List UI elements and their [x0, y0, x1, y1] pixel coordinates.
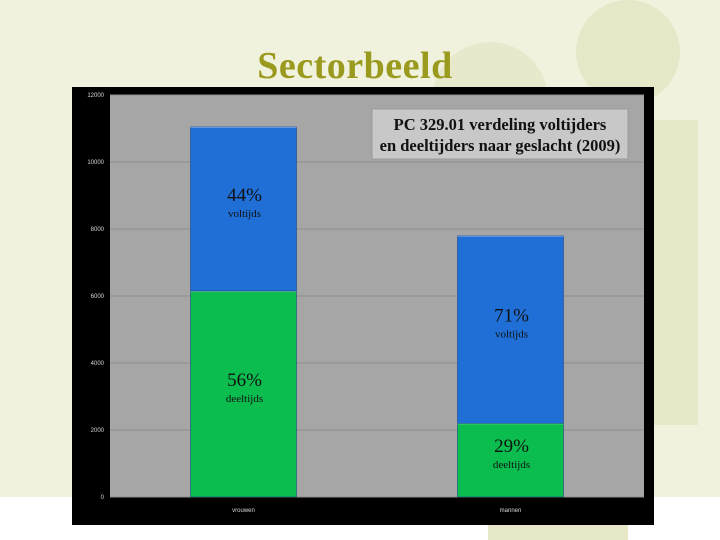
decor-circle-top — [576, 0, 680, 104]
data-label-series: voltijds — [495, 329, 528, 341]
slide-title: Sectorbeeld — [257, 45, 453, 87]
chart-title-box — [371, 108, 629, 160]
bar-segment — [457, 423, 564, 498]
bar-segment — [190, 126, 297, 292]
data-label-series: deeltijds — [226, 393, 263, 405]
data-label-series: deeltijds — [493, 459, 530, 471]
y-tick-label: 6000 — [91, 294, 105, 300]
data-label-percent: 71% — [494, 306, 529, 327]
chart-title-line: en deeltijders naar geslacht (2009) — [380, 136, 621, 155]
y-tick-label: 10000 — [87, 160, 104, 166]
bar-segment — [457, 235, 564, 424]
y-tick-label: 2000 — [91, 428, 105, 434]
chart-title-line: PC 329.01 verdeling voltijders — [394, 115, 607, 134]
y-tick-label: 4000 — [91, 361, 105, 367]
data-label-percent: 44% — [227, 185, 262, 206]
y-tick-label: 0 — [101, 495, 105, 501]
stacked-bar-chart: 0 2000 4000 6000 8000 10000 12000 56% deeltijds 4… — [87, 93, 644, 514]
data-label-percent: 56% — [227, 370, 262, 391]
data-label-series: voltijds — [228, 208, 261, 220]
y-tick-label: 12000 — [87, 93, 104, 99]
bar-segment — [190, 290, 297, 498]
x-tick-label: mannen — [500, 508, 522, 514]
data-label-percent: 29% — [494, 436, 529, 457]
y-tick-label: 8000 — [91, 227, 105, 233]
chart-frame: 0 2000 4000 6000 8000 10000 12000 56% deeltijds 4… — [72, 87, 654, 525]
x-tick-label: vrouwen — [232, 508, 255, 514]
